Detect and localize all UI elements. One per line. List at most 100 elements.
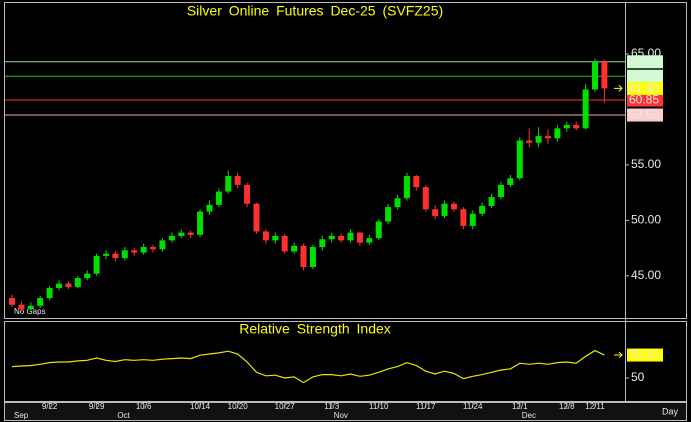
candle-body <box>27 305 34 310</box>
y-tick-label: 50.00 <box>631 213 661 227</box>
x-tick-label: 10/20 <box>228 402 249 411</box>
candle-body <box>272 235 279 241</box>
candle-body <box>441 203 448 216</box>
candle-body <box>319 239 326 248</box>
price-tag <box>627 55 663 69</box>
candle-body <box>356 232 363 243</box>
last-price-arrow <box>614 85 623 92</box>
x-tick-label: 10/14 <box>190 402 211 411</box>
date-strip <box>4 402 687 421</box>
candle-body <box>375 221 382 239</box>
candle-body <box>112 253 119 259</box>
month-label: Sep <box>14 411 29 420</box>
x-tick-label: 11/24 <box>463 402 483 411</box>
candle-body <box>385 207 392 222</box>
month-label: Nov <box>334 411 348 420</box>
price-tag <box>627 69 663 83</box>
candle-body <box>65 283 72 287</box>
price-tag <box>627 81 663 95</box>
candle-body <box>479 205 486 214</box>
price-tag <box>627 108 663 122</box>
y-tick-label: 55.00 <box>631 157 661 171</box>
chart-title: Silver Online Futures Dec-25 (SVFZ25) <box>187 3 443 19</box>
candle-body <box>178 232 185 236</box>
candle-body <box>328 235 335 240</box>
candle-body <box>206 204 213 212</box>
candle-body <box>300 245 307 267</box>
candle-body <box>9 298 15 305</box>
x-tick-label: 10/6 <box>136 402 152 411</box>
candle-body <box>291 245 298 252</box>
candle-body <box>544 136 551 139</box>
price-tag-label: 60.85 <box>629 93 659 107</box>
y-tick-label: 45.00 <box>631 268 661 282</box>
price-tag-label: 59.50 <box>629 108 659 122</box>
candle-body <box>573 125 580 129</box>
candle-body <box>225 176 232 192</box>
y-tick-label: 50 <box>631 370 645 384</box>
candle-body <box>168 235 175 241</box>
price-tag-label: 70.10 <box>629 348 659 362</box>
x-tick-label: 9/29 <box>89 402 105 411</box>
price-tag-label: 61.90 <box>629 81 659 95</box>
price-tag <box>627 93 663 107</box>
last-value-arrow <box>614 351 623 359</box>
rsi-line <box>11 349 605 384</box>
candle-body <box>394 198 401 208</box>
price-tag <box>627 348 663 362</box>
candle-body <box>253 203 260 232</box>
candle-body <box>526 140 533 143</box>
candle-body <box>535 136 542 143</box>
x-tick-label: 11/3 <box>324 402 340 411</box>
x-tick-label: 9/22 <box>42 402 58 411</box>
price-panel-frame <box>4 2 687 319</box>
x-tick-label: 12/11 <box>585 402 605 411</box>
x-tick-label: 12/1 <box>512 402 528 411</box>
candle-body <box>37 298 44 306</box>
candle-body <box>187 232 194 235</box>
x-tick-label: 11/17 <box>416 402 436 411</box>
candle-body <box>131 250 138 253</box>
candle-body <box>601 61 608 89</box>
candle-body <box>93 255 100 274</box>
month-label: Dec <box>522 411 536 420</box>
candle-body <box>46 288 53 299</box>
candle-body <box>347 232 354 241</box>
candle-body <box>516 140 523 179</box>
x-unit-label: Day <box>662 406 679 416</box>
candle-body <box>403 176 410 199</box>
candle-body <box>262 231 269 241</box>
candle-body <box>215 191 222 205</box>
candle-body <box>150 247 157 250</box>
candle-body <box>582 89 589 129</box>
candle-body <box>432 209 439 216</box>
candle-body <box>554 128 561 139</box>
candle-body <box>56 283 63 289</box>
candle-body <box>18 304 25 310</box>
candle-body <box>103 253 110 256</box>
x-tick-label: 11/10 <box>369 402 389 411</box>
candle-body <box>197 211 204 235</box>
candle-body <box>281 235 288 252</box>
candle-body <box>507 178 514 185</box>
candle-body <box>234 176 241 185</box>
candle-body <box>450 203 457 210</box>
candle-body <box>469 213 476 226</box>
price-tag-label: 63.00 <box>629 69 659 83</box>
rsi-panel-frame <box>4 321 687 402</box>
price-tag-label: 64.30 <box>629 54 659 68</box>
x-tick-label: 10/27 <box>275 402 296 411</box>
candle-body <box>488 197 495 206</box>
month-label: Oct <box>117 411 130 420</box>
candle-body <box>309 247 316 267</box>
candle-body <box>121 250 128 259</box>
candle-body <box>244 184 251 204</box>
candle-body <box>338 235 345 241</box>
candle-body <box>159 240 166 250</box>
candle-body <box>497 184 504 198</box>
candle-body <box>84 273 91 279</box>
candle-body <box>422 187 429 210</box>
candle-body <box>563 125 570 129</box>
